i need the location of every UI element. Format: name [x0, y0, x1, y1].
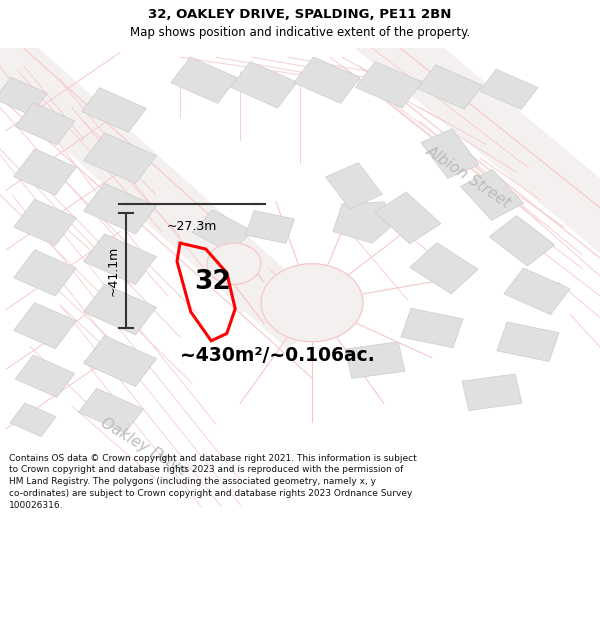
Polygon shape: [504, 268, 570, 314]
Polygon shape: [345, 342, 405, 378]
Polygon shape: [0, 78, 47, 115]
Polygon shape: [14, 199, 76, 246]
Polygon shape: [245, 211, 295, 243]
Text: ~27.3m: ~27.3m: [167, 220, 217, 233]
Polygon shape: [401, 308, 463, 348]
Text: HM Land Registry. The polygons (including the associated geometry, namely x, y: HM Land Registry. The polygons (includin…: [9, 478, 376, 486]
Polygon shape: [326, 162, 382, 209]
Polygon shape: [83, 336, 157, 386]
Polygon shape: [497, 322, 559, 361]
Polygon shape: [79, 388, 143, 433]
Text: Contains OS data © Crown copyright and database right 2021. This information is : Contains OS data © Crown copyright and d…: [9, 454, 417, 462]
Polygon shape: [83, 284, 157, 335]
Text: Map shows position and indicative extent of the property.: Map shows position and indicative extent…: [130, 26, 470, 39]
Polygon shape: [15, 355, 75, 398]
Text: Albion Street: Albion Street: [423, 142, 513, 211]
Polygon shape: [14, 302, 76, 349]
Polygon shape: [15, 102, 75, 145]
Text: co-ordinates) are subject to Crown copyright and database rights 2023 Ordnance S: co-ordinates) are subject to Crown copyr…: [9, 489, 412, 498]
Polygon shape: [347, 8, 600, 258]
Polygon shape: [83, 132, 157, 184]
Polygon shape: [0, 9, 337, 349]
Polygon shape: [83, 183, 157, 234]
Circle shape: [261, 264, 363, 342]
Text: to Crown copyright and database rights 2023 and is reproduced with the permissio: to Crown copyright and database rights 2…: [9, 466, 403, 474]
Circle shape: [207, 243, 261, 284]
Polygon shape: [418, 65, 482, 109]
Polygon shape: [14, 250, 76, 296]
Polygon shape: [83, 234, 157, 284]
Polygon shape: [356, 61, 422, 108]
Polygon shape: [82, 88, 146, 132]
Text: 100026316.: 100026316.: [9, 501, 64, 510]
Text: 32, OAKLEY DRIVE, SPALDING, PE11 2BN: 32, OAKLEY DRIVE, SPALDING, PE11 2BN: [148, 8, 452, 21]
Polygon shape: [410, 242, 478, 294]
Polygon shape: [211, 253, 287, 313]
Polygon shape: [294, 57, 360, 103]
Polygon shape: [14, 149, 76, 195]
Text: 32: 32: [194, 269, 232, 295]
Text: Oakley Drive: Oakley Drive: [98, 416, 190, 479]
Polygon shape: [333, 202, 396, 243]
Text: ~41.1m: ~41.1m: [106, 246, 119, 296]
Polygon shape: [421, 129, 479, 178]
Polygon shape: [461, 169, 523, 221]
Polygon shape: [462, 374, 522, 411]
Polygon shape: [375, 192, 441, 244]
Polygon shape: [480, 69, 538, 109]
Text: ~430m²/~0.106ac.: ~430m²/~0.106ac.: [180, 346, 375, 365]
Polygon shape: [192, 210, 252, 253]
Polygon shape: [231, 61, 297, 108]
Polygon shape: [489, 216, 555, 266]
Polygon shape: [171, 57, 237, 103]
Polygon shape: [10, 403, 56, 437]
